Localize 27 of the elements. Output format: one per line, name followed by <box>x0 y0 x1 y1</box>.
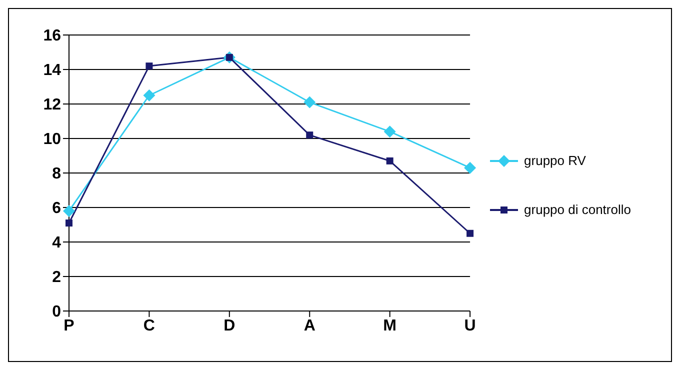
x-tick-label: M <box>383 317 396 334</box>
y-tick-label: 6 <box>52 200 62 218</box>
point <box>146 62 153 70</box>
legend-label: gruppo di controllo <box>524 202 631 217</box>
point <box>304 96 316 108</box>
y-tick-label: 14 <box>43 62 62 80</box>
point <box>306 132 314 139</box>
y-tick-label: 8 <box>52 166 62 183</box>
x-tick-label: D <box>224 317 236 334</box>
y-tick-label: 2 <box>52 269 62 286</box>
x-tick-label: P <box>64 317 75 334</box>
point <box>464 162 476 174</box>
point <box>63 204 75 217</box>
y-tick-label: 16 <box>43 28 62 45</box>
y-tick-label: 0 <box>52 304 62 321</box>
x-tick-label: C <box>143 317 156 334</box>
y-tick-label: 4 <box>52 234 62 252</box>
y-tick-label: 12 <box>43 96 62 114</box>
point <box>386 157 394 164</box>
x-tick-label: A <box>304 317 316 334</box>
legend-label: gruppo RV <box>524 153 586 168</box>
point <box>66 220 72 227</box>
point <box>466 230 474 237</box>
x-tick-label: U <box>464 317 476 334</box>
point <box>143 89 156 102</box>
y-tick-label: 10 <box>43 131 62 148</box>
point <box>384 126 396 138</box>
